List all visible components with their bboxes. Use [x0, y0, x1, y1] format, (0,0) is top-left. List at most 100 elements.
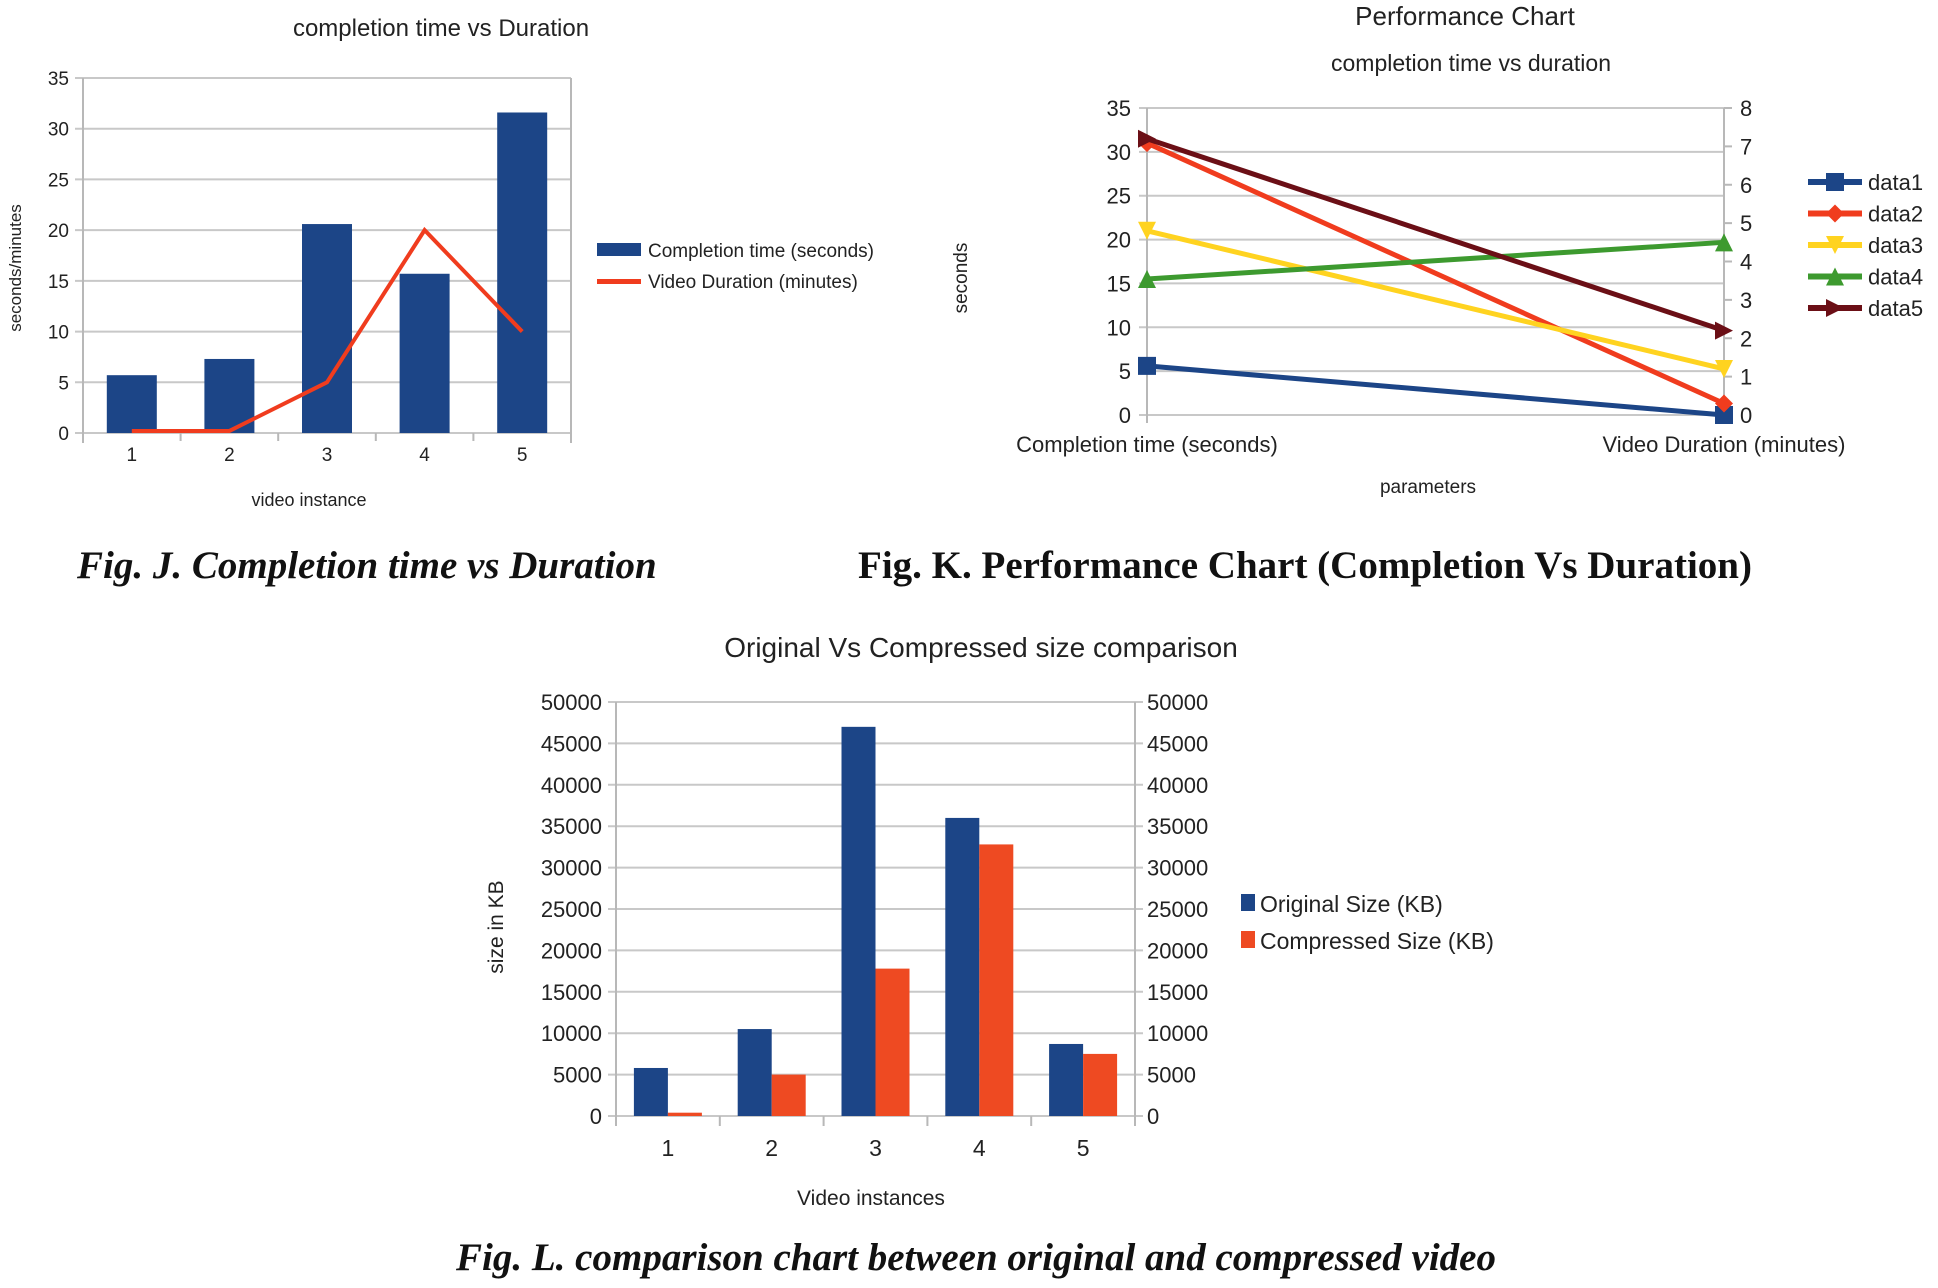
- y2-tick-label: 30000: [1147, 856, 1208, 881]
- y-tick-label: 25: [48, 170, 69, 191]
- legend-swatch-video-duration: [597, 279, 641, 284]
- bar-original-size: [841, 726, 876, 1116]
- y-tick-label: 45000: [541, 731, 602, 756]
- legend-label-data2: data2: [1868, 202, 1923, 227]
- point-data5: [1715, 321, 1733, 340]
- y2-tick-label: 40000: [1147, 773, 1208, 798]
- bar-original-size: [945, 817, 980, 1116]
- y-tick-label: 35: [1107, 96, 1131, 121]
- bar-compressed-size: [771, 1074, 806, 1116]
- y2-tick-label: 15000: [1147, 980, 1208, 1005]
- x-tick-label: 2: [765, 1135, 778, 1161]
- point-data1: [1715, 406, 1733, 424]
- y2-tick-label: 45000: [1147, 731, 1208, 756]
- y-tick-label: 30: [1107, 140, 1131, 165]
- chart-title: completion time vs Duration: [293, 15, 589, 42]
- x-tick-label: 4: [973, 1135, 986, 1161]
- x-tick-label: 5: [1077, 1135, 1090, 1161]
- legend-marker-data4: [1826, 267, 1844, 286]
- bar-original-size: [633, 1067, 668, 1116]
- point-data5: [1138, 129, 1156, 148]
- bar-original-size: [737, 1029, 772, 1116]
- chart-subtitle: completion time vs duration: [1331, 50, 1611, 76]
- y-tick-label: 10: [1107, 315, 1131, 340]
- legend-swatch-completion-time: [597, 243, 641, 256]
- bar-original-size: [1049, 1043, 1084, 1116]
- legend-label-data4: data4: [1868, 265, 1923, 290]
- line-data1: [1146, 363, 1725, 418]
- y2-tick-label: 4: [1740, 250, 1752, 275]
- legend-marker-data5: [1826, 299, 1844, 317]
- chart-title: Original Vs Compressed size comparison: [724, 632, 1238, 663]
- legend-label-original: Original Size (KB): [1260, 891, 1443, 917]
- legend-label-compressed: Compressed Size (KB): [1260, 928, 1494, 954]
- y-tick-label: 20: [1107, 228, 1131, 253]
- line-video-duration: [131, 226, 524, 433]
- x-axis-label: parameters: [1380, 477, 1476, 498]
- bar-compressed-size: [979, 844, 1014, 1116]
- fig-l-caption: Fig. L. comparison chart between origina…: [455, 1236, 1496, 1279]
- chart-title: Performance Chart: [1355, 1, 1575, 31]
- y-axis-label: seconds: [951, 243, 972, 314]
- y-tick-label: 5: [58, 373, 69, 394]
- y2-tick-label: 2: [1740, 326, 1752, 351]
- y2-tick-label: 5000: [1147, 1063, 1196, 1088]
- line-data2: [1145, 140, 1726, 406]
- y2-tick-label: 3: [1740, 288, 1752, 313]
- y-tick-label: 10: [48, 323, 69, 344]
- y2-tick-label: 0: [1740, 403, 1752, 428]
- x-tick-label: 1: [662, 1135, 675, 1161]
- y-tick-label: 35000: [541, 814, 602, 839]
- bar-completion-time: [106, 375, 157, 433]
- x-axis-label: video instance: [251, 490, 366, 510]
- legend-label-video-duration: Video Duration (minutes): [648, 272, 858, 293]
- bar-compressed-size: [667, 1112, 702, 1116]
- y-tick-label: 0: [58, 424, 69, 445]
- y-tick-label: 15: [48, 272, 69, 293]
- bar-completion-time: [497, 112, 548, 433]
- y-tick-label: 50000: [541, 690, 602, 715]
- point-data4: [1715, 233, 1733, 252]
- legend-label-data3: data3: [1868, 233, 1923, 258]
- y2-tick-label: 5: [1740, 211, 1752, 236]
- x-tick-label: 2: [224, 445, 235, 466]
- legend-marker-data1: [1826, 173, 1844, 191]
- x-tick-label: 5: [517, 445, 528, 466]
- bar-completion-time: [302, 224, 352, 433]
- x-axis-label: Video instances: [797, 1187, 945, 1210]
- x-tick-label: 3: [869, 1135, 882, 1161]
- point-data4: [1138, 270, 1156, 289]
- line-data5: [1146, 136, 1725, 333]
- bar-completion-time: [399, 273, 450, 433]
- legend-swatch-compressed: [1241, 931, 1255, 948]
- y2-tick-label: 50000: [1147, 690, 1208, 715]
- y-tick-label: 15: [1107, 271, 1131, 296]
- bar-compressed-size: [875, 968, 910, 1116]
- y-tick-label: 25: [1107, 184, 1131, 209]
- y-tick-label: 5: [1119, 359, 1131, 384]
- y-axis-label: size in KB: [485, 880, 508, 973]
- y2-tick-label: 6: [1740, 173, 1752, 198]
- x-tick-label: 3: [322, 445, 333, 466]
- legend-swatch-original: [1241, 894, 1255, 911]
- y-tick-label: 30000: [541, 856, 602, 881]
- legend-label-completion-time: Completion time (seconds): [648, 241, 874, 262]
- y-tick-label: 40000: [541, 773, 602, 798]
- y-tick-label: 15000: [541, 980, 602, 1005]
- point-data3: [1715, 359, 1733, 378]
- fig-j-caption: Fig. J. Completion time vs Duration: [76, 544, 657, 587]
- bar-compressed-size: [1083, 1053, 1118, 1116]
- y-tick-label: 30: [48, 120, 69, 141]
- legend-marker-data2: [1826, 204, 1844, 223]
- line-data4: [1146, 239, 1725, 282]
- y2-tick-label: 1: [1740, 365, 1752, 390]
- y2-tick-label: 35000: [1147, 814, 1208, 839]
- legend-label-data5: data5: [1868, 296, 1923, 321]
- fig-k-caption: Fig. K. Performance Chart (Completion Vs…: [858, 544, 1752, 587]
- y-tick-label: 0: [590, 1104, 602, 1129]
- y-tick-label: 5000: [553, 1063, 602, 1088]
- y-tick-label: 25000: [541, 897, 602, 922]
- y-tick-label: 20: [48, 221, 69, 242]
- x-tick-label: 4: [419, 445, 430, 466]
- x-tick-label: Video Duration (minutes): [1603, 432, 1846, 457]
